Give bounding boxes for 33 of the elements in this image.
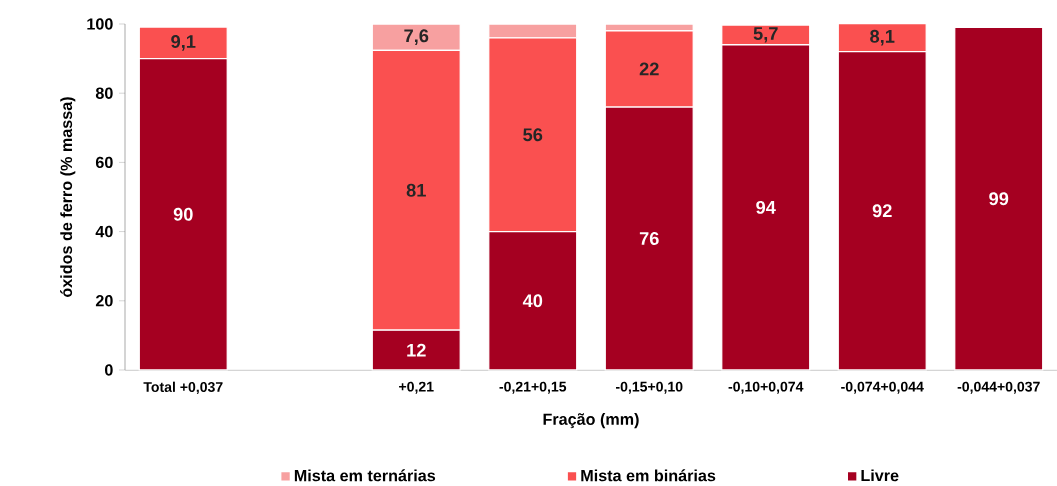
y-tick-label: 80 bbox=[95, 87, 113, 99]
x-tick-label: -0,15+0,10 bbox=[615, 381, 683, 394]
data-label: 76 bbox=[639, 232, 659, 245]
legend-label: Mista em binárias bbox=[581, 469, 716, 482]
x-tick-label: -0,10+0,074 bbox=[728, 381, 804, 394]
data-label: 90 bbox=[173, 207, 193, 221]
y-tick-label: 100 bbox=[87, 18, 113, 30]
data-label: 9,1 bbox=[171, 35, 196, 51]
data-label: 81 bbox=[406, 183, 426, 197]
y-tick-label: 60 bbox=[95, 156, 113, 169]
data-label: 12 bbox=[407, 343, 426, 357]
x-axis-title: Fração (mm) bbox=[543, 413, 639, 429]
x-tick-label: -0,074+0,044 bbox=[841, 381, 924, 394]
legend-label: Livre bbox=[861, 469, 899, 482]
data-label: 94 bbox=[756, 200, 776, 214]
x-tick-label: -0,21+0,15 bbox=[499, 381, 567, 394]
data-label: 99 bbox=[989, 192, 1009, 206]
legend-label: Mista em ternárias bbox=[294, 469, 436, 482]
data-label: 5,7 bbox=[753, 27, 778, 43]
data-label: 22 bbox=[639, 62, 659, 76]
data-label: 40 bbox=[522, 294, 543, 308]
y-tick-label: 20 bbox=[95, 295, 113, 307]
bar bbox=[954, 26, 1044, 371]
data-label: 92 bbox=[872, 204, 892, 218]
data-label: 7,6 bbox=[404, 29, 429, 45]
y-tick-label: 0 bbox=[104, 364, 113, 376]
x-tick-label: +0,21 bbox=[399, 381, 434, 394]
data-label: 56 bbox=[523, 128, 543, 142]
x-tick-label: -0,044+0,037 bbox=[957, 381, 1040, 394]
y-tick-label: 40 bbox=[95, 225, 113, 238]
y-axis-title: óxidos de ferro (% massa) bbox=[60, 97, 76, 297]
data-label: 8,1 bbox=[870, 29, 895, 46]
x-tick-label: Total +0,037 bbox=[143, 381, 223, 395]
